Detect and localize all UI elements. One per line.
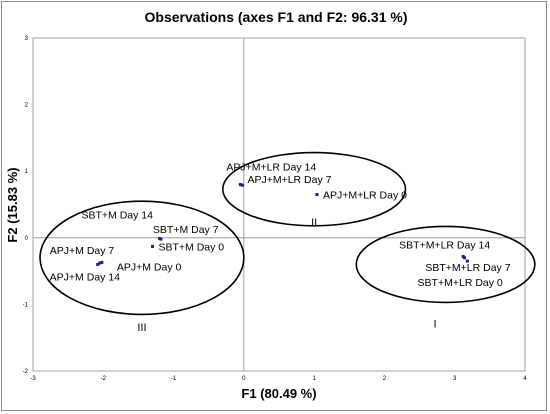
data-point	[315, 193, 319, 197]
y-tick-label: 2	[25, 103, 29, 109]
data-point	[465, 259, 469, 263]
x-tick-label: 2	[383, 376, 387, 382]
y-tick-label: 0	[25, 236, 29, 242]
data-points	[96, 183, 469, 266]
y-tick-label: 1	[25, 169, 29, 175]
chart-title: Observations (axes F1 and F2: 96.31 %)	[145, 9, 408, 25]
x-tick-label: 4	[523, 376, 527, 382]
plot-area	[32, 37, 526, 372]
y-axis-title: F2 (15.83 %)	[5, 167, 20, 242]
y-tick-label: -2	[23, 369, 29, 375]
group-ellipse	[221, 151, 407, 227]
group-label: I	[434, 319, 437, 331]
y-tick-label: -1	[23, 302, 29, 308]
x-tick-label: 0	[242, 376, 246, 382]
point-label: APJ+M Day 0	[117, 261, 182, 273]
point-label: SBT+M Day 14	[82, 209, 154, 221]
group-ellipse	[39, 200, 245, 316]
y-tick-label: 3	[25, 36, 29, 42]
point-label: SBT+M+LR Day 7	[425, 262, 510, 274]
point-label: SBT+M Day 0	[158, 241, 224, 253]
data-point	[150, 244, 154, 248]
group-label: III	[137, 322, 146, 334]
group-ellipse	[355, 225, 536, 304]
data-point	[96, 262, 100, 266]
point-label: SBT+M+LR Day 14	[399, 239, 490, 251]
x-tick-label: -3	[30, 376, 36, 382]
data-point	[159, 237, 163, 241]
x-tick-label: -1	[171, 376, 177, 382]
point-label: SBT+M Day 7	[153, 224, 219, 236]
point-label: APJ+M Day 14	[50, 271, 120, 283]
group-label: II	[311, 217, 317, 229]
point-label: APJ+M+LR Day 7	[247, 174, 331, 186]
x-tick-label: -2	[101, 376, 107, 382]
data-point	[240, 183, 244, 187]
point-label: APJ+M+LR Day 0	[323, 190, 407, 202]
point-label: APJ+M+LR Day 14	[226, 162, 316, 174]
x-tick-label: 1	[312, 376, 316, 382]
point-label: SBT+M+LR Day 0	[418, 277, 503, 289]
x-axis-title: F1 (80.49 %)	[241, 386, 316, 401]
point-label: APJ+M Day 7	[50, 245, 115, 257]
x-tick-label: 3	[453, 376, 457, 382]
data-point	[100, 260, 104, 264]
data-point	[463, 256, 467, 260]
data-point	[98, 261, 102, 265]
data-point	[238, 183, 242, 187]
